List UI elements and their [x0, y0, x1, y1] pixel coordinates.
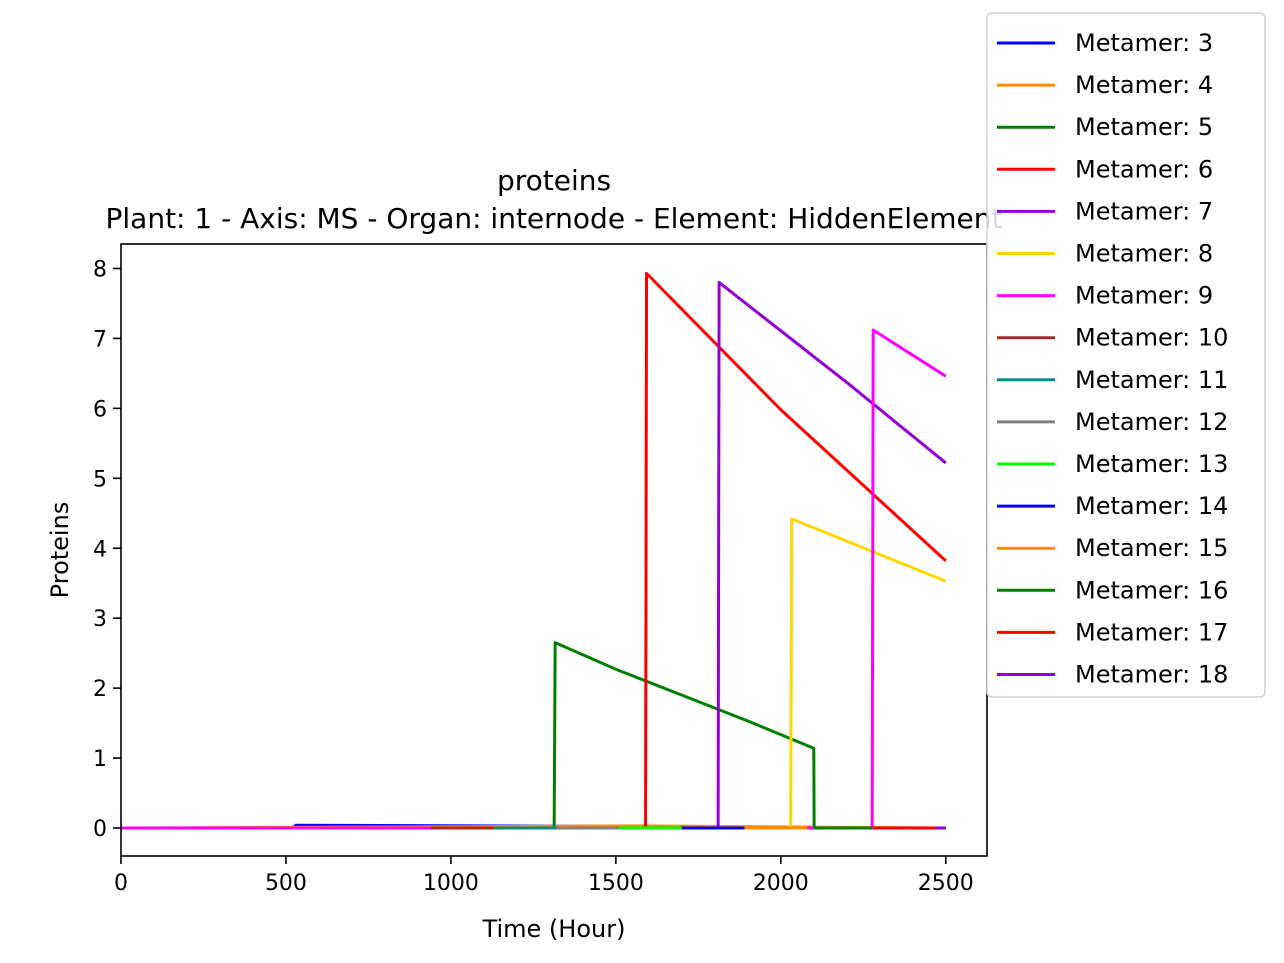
x-tick-label: 2500 [918, 871, 974, 896]
y-tick-label: 5 [93, 467, 107, 492]
chart-subtitle: Plant: 1 - Axis: MS - Organ: internode -… [106, 202, 1003, 235]
legend-label: Metamer: 7 [1075, 197, 1213, 225]
legend-label: Metamer: 16 [1075, 576, 1228, 604]
legend-entry: Metamer: 13 [997, 450, 1228, 478]
y-tick-label: 2 [93, 677, 107, 702]
legend-entry: Metamer: 15 [997, 534, 1228, 562]
x-tick-label: 1000 [423, 871, 479, 896]
y-tick-label: 3 [93, 607, 107, 632]
y-tick-label: 8 [93, 257, 107, 282]
legend-label: Metamer: 14 [1075, 492, 1228, 520]
legend-box [986, 12, 1266, 698]
legend-entry: Metamer: 3 [997, 29, 1213, 57]
series-lines [121, 271, 947, 830]
x-tick-label: 500 [265, 871, 307, 896]
legend-label: Metamer: 13 [1075, 450, 1228, 478]
legend-label: Metamer: 12 [1075, 408, 1228, 436]
y-tick-label: 1 [93, 747, 107, 772]
x-tick-label: 2000 [753, 871, 809, 896]
legend-entry: Metamer: 16 [997, 576, 1228, 604]
y-tick-label: 0 [93, 817, 107, 842]
legend-label: Metamer: 18 [1075, 661, 1228, 689]
legend-label: Metamer: 9 [1075, 282, 1213, 310]
y-tick-label: 4 [93, 537, 107, 562]
x-tick-label: 1500 [588, 871, 644, 896]
legend-entry: Metamer: 14 [997, 492, 1228, 520]
legend-label: Metamer: 17 [1075, 618, 1228, 646]
y-tick-label: 7 [93, 327, 107, 352]
legend-label: Metamer: 3 [1075, 29, 1213, 57]
legend-entry: Metamer: 17 [997, 618, 1228, 646]
legend-label: Metamer: 15 [1075, 534, 1228, 562]
y-axis-label: Proteins [46, 502, 74, 599]
legend-entry: Metamer: 11 [997, 366, 1228, 394]
legend-entry: Metamer: 7 [997, 197, 1213, 225]
legend-label: Metamer: 4 [1075, 71, 1213, 99]
legend-entry: Metamer: 6 [997, 155, 1213, 183]
legend-label: Metamer: 10 [1075, 324, 1228, 352]
legend-entry: Metamer: 18 [997, 661, 1228, 689]
legend-entry: Metamer: 12 [997, 408, 1228, 436]
x-axis-label: Time (Hour) [482, 915, 626, 943]
series-line-3 [121, 641, 946, 830]
legend: Metamer: 3 Metamer: 4 Metamer: 5 Metamer: 6… [986, 12, 1266, 698]
x-tick-label: 0 [114, 871, 128, 896]
legend-entry: Metamer: 10 [997, 324, 1228, 352]
chart-title: proteins [497, 164, 611, 197]
legend-entry: Metamer: 4 [997, 71, 1213, 99]
legend-label: Metamer: 8 [1075, 240, 1213, 268]
legend-label: Metamer: 5 [1075, 113, 1213, 141]
legend-label: Metamer: 11 [1075, 366, 1228, 394]
legend-label: Metamer: 6 [1075, 155, 1213, 183]
y-tick-label: 6 [93, 397, 107, 422]
legend-entry: Metamer: 8 [997, 240, 1213, 268]
legend-entry: Metamer: 9 [997, 282, 1213, 310]
legend-entry: Metamer: 5 [997, 113, 1213, 141]
axis-ticks: 0 500 1000 1500 2000 2500 0 1 2 3 4 5 6 7 8 [93, 257, 974, 896]
